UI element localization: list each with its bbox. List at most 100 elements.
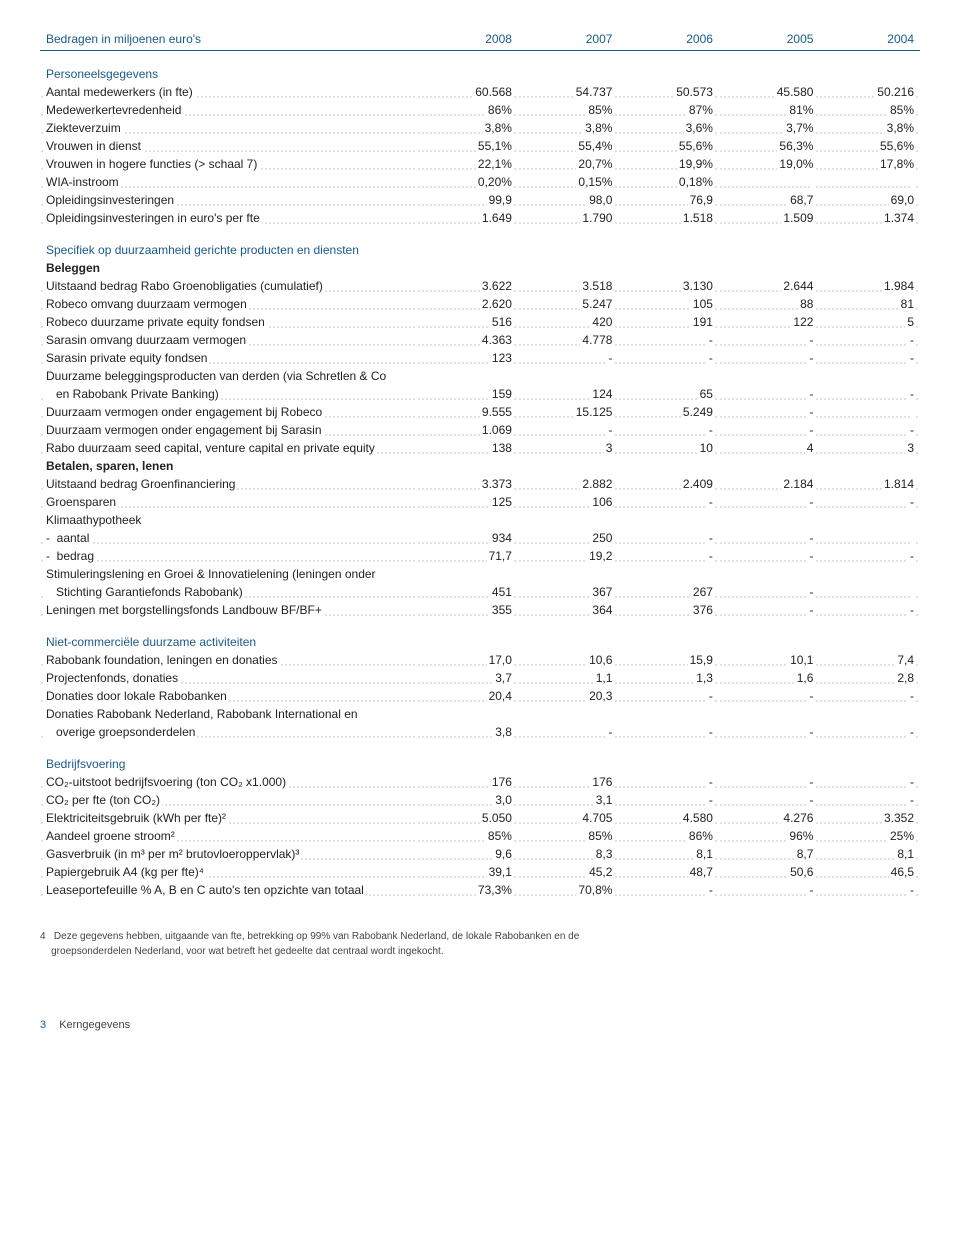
cell-value: 1.374	[882, 211, 916, 225]
cell-value	[711, 513, 715, 527]
table-row: Sarasin private equity fondsen123----	[40, 349, 920, 367]
cell-value: 5.247	[580, 297, 614, 311]
row-label: Groensparen	[44, 495, 118, 509]
cell-value: 17,0	[487, 653, 514, 667]
cell-value: 4.580	[681, 811, 715, 825]
table-row: Rabobank foundation, leningen en donatie…	[40, 651, 920, 669]
cell-value: -	[606, 351, 614, 365]
row-label: Aandeel groene stroom²	[44, 829, 177, 843]
cell-value: 451	[490, 585, 514, 599]
cell-value: 88	[798, 297, 815, 311]
cell-value: 60.568	[473, 85, 514, 99]
cell-value: 105	[691, 297, 715, 311]
cell-value: -	[707, 495, 715, 509]
cell-value: 45.580	[775, 85, 816, 99]
cell-value: -	[707, 725, 715, 739]
cell-value: 4.276	[781, 811, 815, 825]
cell-value: 5.050	[480, 811, 514, 825]
row-label: Vrouwen in dienst	[44, 139, 143, 153]
cell-value: 73,3%	[476, 883, 514, 897]
row-label: Robeco duurzame private equity fondsen	[44, 315, 267, 329]
cell-value: 50.216	[875, 85, 916, 99]
cell-value	[510, 567, 514, 581]
row-label: Elektriciteitsgebruik (kWh per fte)²	[44, 811, 228, 825]
row-label: overige groepsonderdelen	[44, 725, 197, 739]
cell-value: 0,18%	[677, 175, 715, 189]
cell-value: -	[908, 793, 916, 807]
table-row: Donaties Rabobank Nederland, Rabobank In…	[40, 705, 920, 723]
cell-value: 50,6	[788, 865, 815, 879]
cell-value: 267	[691, 585, 715, 599]
cell-value: 96%	[787, 829, 815, 843]
cell-value: 1.069	[480, 423, 514, 437]
cell-value: 4.705	[580, 811, 614, 825]
cell-value: -	[707, 689, 715, 703]
cell-value	[711, 567, 715, 581]
row-label: Aantal medewerkers (in fte)	[44, 85, 195, 99]
cell-value: -	[807, 585, 815, 599]
table-row: Elektriciteitsgebruik (kWh per fte)² 5.05…	[40, 809, 920, 827]
row-label: Rabo duurzaam seed capital, venture capi…	[44, 441, 377, 455]
table-row: Uitstaand bedrag Groenfinanciering3.3732…	[40, 475, 920, 493]
cell-value: 4.778	[580, 333, 614, 347]
row-label: en Rabobank Private Banking)	[44, 387, 221, 401]
table-row: Vrouwen in dienst55,1%55,4%55,6%56,3%55,…	[40, 137, 920, 155]
cell-value: 19,0%	[777, 157, 815, 171]
cell-value	[510, 369, 514, 383]
table-row: CO₂-uitstoot bedrijfsvoering (ton CO₂ x1…	[40, 773, 920, 791]
cell-value: 124	[590, 387, 614, 401]
cell-value: 54.737	[574, 85, 615, 99]
cell-value: 25%	[888, 829, 916, 843]
cell-value: 106	[590, 495, 614, 509]
row-label: CO₂-uitstoot bedrijfsvoering (ton CO₂ x1…	[44, 775, 288, 789]
row-label: CO₂ per fte (ton CO₂)	[44, 793, 162, 807]
cell-value: -	[908, 423, 916, 437]
cell-value: 1.814	[882, 477, 916, 491]
cell-value: 98,0	[587, 193, 614, 207]
cell-value: 81	[899, 297, 916, 311]
table-row: CO₂ per fte (ton CO₂)3,03,1---	[40, 791, 920, 809]
cell-value: 2.184	[781, 477, 815, 491]
row-label: Opleidingsinvesteringen in euro's per ft…	[44, 211, 262, 225]
cell-value: -	[908, 549, 916, 563]
cell-value: -	[807, 423, 815, 437]
cell-value: 8,1	[895, 847, 916, 861]
cell-value: 10,1	[788, 653, 815, 667]
cell-value: 85%	[486, 829, 514, 843]
cell-value: 1.790	[580, 211, 614, 225]
table-row: Duurzaam vermogen onder engagement bij S…	[40, 421, 920, 439]
cell-value: 2.882	[580, 477, 614, 491]
cell-value	[711, 707, 715, 721]
cell-value	[610, 707, 614, 721]
footnote: 4 Deze gegevens hebben, uitgaande van ft…	[40, 929, 920, 959]
cell-value: 2.409	[681, 477, 715, 491]
cell-value	[912, 513, 916, 527]
subsection-title: Beleggen	[44, 261, 102, 275]
row-label: Robeco omvang duurzaam vermogen	[44, 297, 249, 311]
cell-value: 3.373	[480, 477, 514, 491]
cell-value: -	[908, 333, 916, 347]
cell-value: 3,8%	[885, 121, 916, 135]
cell-value: 85%	[586, 829, 614, 843]
cell-value: 86%	[687, 829, 715, 843]
table-row: Ziekteverzuim3,8%3,8%3,6%3,7%3,8%	[40, 119, 920, 137]
cell-value: 3	[604, 441, 615, 455]
cell-value: 5.249	[681, 405, 715, 419]
cell-value: -	[908, 883, 916, 897]
cell-value: 125	[490, 495, 514, 509]
cell-value: 516	[490, 315, 514, 329]
cell-value: -	[807, 603, 815, 617]
cell-value: 2.620	[480, 297, 514, 311]
cell-value: -	[807, 531, 815, 545]
cell-value: 65	[698, 387, 715, 401]
cell-value: -	[707, 793, 715, 807]
cell-value: 3,1	[594, 793, 615, 807]
cell-value: 3,8%	[483, 121, 514, 135]
cell-value: 46,5	[889, 865, 916, 879]
cell-value: 250	[590, 531, 614, 545]
cell-value	[912, 531, 916, 545]
row-label: Vrouwen in hogere functies (> schaal 7)	[44, 157, 259, 171]
cell-value: 50.573	[674, 85, 715, 99]
cell-value	[610, 513, 614, 527]
cell-value: 191	[691, 315, 715, 329]
